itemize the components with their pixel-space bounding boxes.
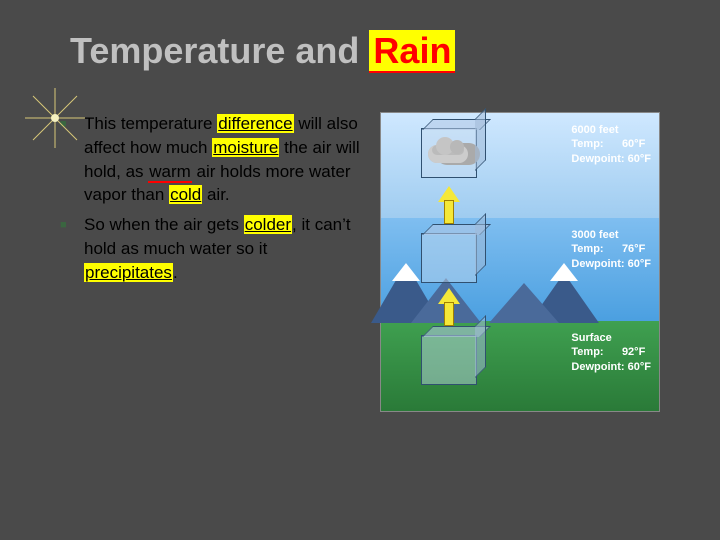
bullet-text: So when the air gets colder, it can’t ho… xyxy=(84,213,360,284)
bullet-item: ■This temperature difference will also a… xyxy=(60,112,360,207)
slide-title: Temperature and Rain xyxy=(70,30,670,72)
highlight-span: colder xyxy=(244,215,292,234)
up-arrow-icon xyxy=(438,186,460,224)
air-parcel-top xyxy=(421,128,477,178)
text-column: ■This temperature difference will also a… xyxy=(60,112,360,412)
text-span: air. xyxy=(202,185,229,204)
bullet-text: This temperature difference will also af… xyxy=(84,112,360,207)
text-span: So when the air gets xyxy=(84,215,244,234)
cloud-icon xyxy=(428,145,468,163)
atmosphere-diagram: 6000 feet Temp: 60°F Dewpoint: 60°F 3000… xyxy=(380,112,660,412)
text-span: This temperature xyxy=(84,114,217,133)
altitude-text: Surface xyxy=(571,331,651,345)
highlight-span: moisture xyxy=(212,138,279,157)
title-pre: Temperature and xyxy=(70,30,369,71)
altitude-label-surface: Surface Temp: 92°F Dewpoint: 60°F xyxy=(571,331,651,374)
highlight-span: warm xyxy=(148,162,192,183)
dewpoint-row: Dewpoint: 60°F xyxy=(571,152,651,166)
text-span: . xyxy=(173,263,178,282)
snowcap xyxy=(392,263,420,281)
temp-row: Temp: 76°F xyxy=(571,242,651,256)
slide: Temperature and Rain ■This temperature d… xyxy=(0,0,720,540)
altitude-text: 6000 feet xyxy=(571,123,651,137)
dewpoint-row: Dewpoint: 60°F xyxy=(571,257,651,271)
highlight-span: difference xyxy=(217,114,293,133)
up-arrow-icon xyxy=(438,288,460,326)
highlight-span: cold xyxy=(169,185,202,204)
content-row: ■This temperature difference will also a… xyxy=(60,112,670,412)
air-parcel-mid xyxy=(421,233,477,283)
mountain xyxy=(489,283,559,323)
temp-row: Temp: 92°F xyxy=(571,345,651,359)
altitude-label-3000: 3000 feet Temp: 76°F Dewpoint: 60°F xyxy=(571,228,651,271)
air-parcel-bottom xyxy=(421,335,477,385)
altitude-label-6000: 6000 feet Temp: 60°F Dewpoint: 60°F xyxy=(571,123,651,166)
bullet-marker: ■ xyxy=(60,112,84,207)
title-highlight: Rain xyxy=(369,30,455,73)
dewpoint-row: Dewpoint: 60°F xyxy=(571,360,651,374)
bullet-item: ■So when the air gets colder, it can’t h… xyxy=(60,213,360,284)
highlight-span: precipitates xyxy=(84,263,173,282)
bullet-marker: ■ xyxy=(60,213,84,284)
altitude-text: 3000 feet xyxy=(571,228,651,242)
temp-row: Temp: 60°F xyxy=(571,137,651,151)
